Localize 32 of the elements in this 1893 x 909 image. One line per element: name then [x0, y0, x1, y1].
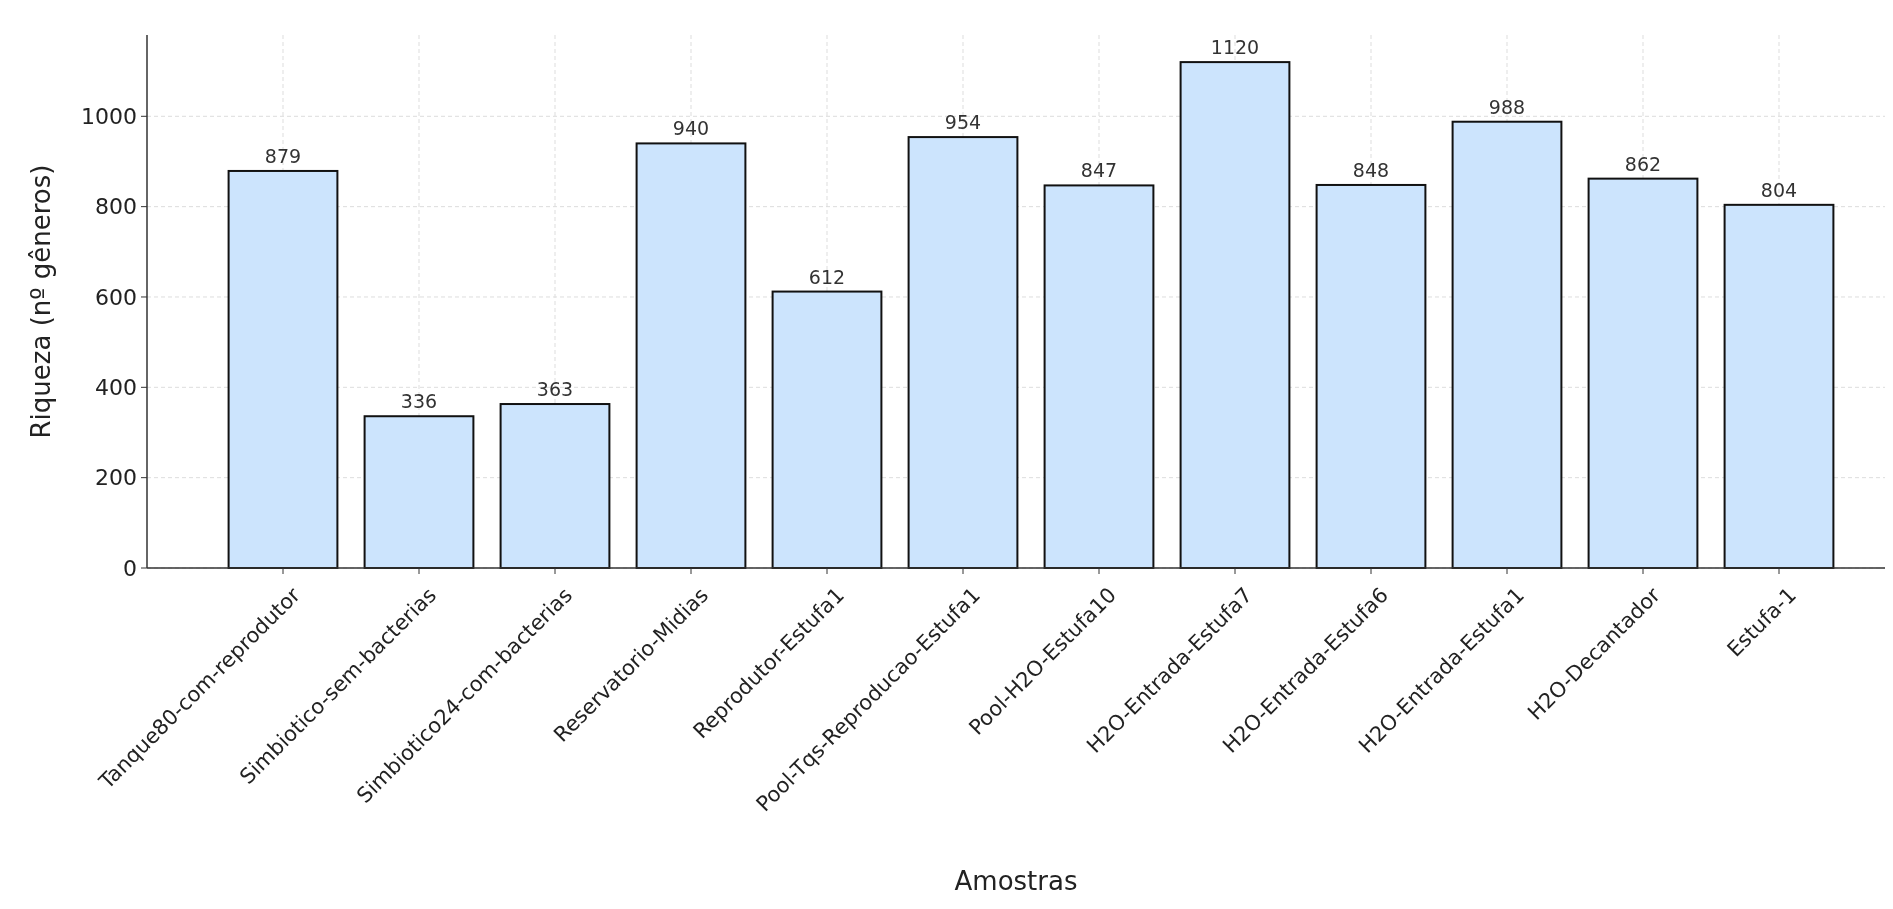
bar — [1315, 183, 1427, 569]
bar — [1587, 177, 1699, 569]
y-tick-label: 400 — [95, 375, 137, 401]
data-label: 336 — [400, 390, 438, 413]
y-tick-label: 200 — [95, 465, 137, 491]
data-label: 879 — [264, 144, 302, 167]
y-tick-label: 600 — [95, 284, 137, 310]
data-label: 954 — [944, 111, 982, 134]
data-label: 847 — [1080, 159, 1118, 182]
data-label: 988 — [1488, 95, 1526, 118]
bar — [1043, 184, 1155, 569]
bar — [635, 142, 747, 569]
bar — [499, 403, 611, 569]
bar — [771, 290, 883, 569]
data-label: 612 — [808, 265, 846, 288]
data-label: 1120 — [1210, 36, 1260, 59]
bar — [1451, 120, 1563, 569]
y-tick-label: 0 — [123, 555, 137, 581]
bar — [1723, 203, 1835, 569]
y-axis-title: Riqueza (nº gêneros) — [26, 164, 56, 439]
bar — [1179, 61, 1291, 569]
bar — [907, 136, 1019, 569]
data-label: 363 — [536, 378, 574, 401]
data-label: 940 — [672, 117, 710, 140]
bar — [363, 415, 475, 569]
data-label: 862 — [1624, 152, 1662, 175]
y-tick-label: 1000 — [81, 104, 137, 130]
y-tick-label: 800 — [95, 194, 137, 220]
data-label: 848 — [1352, 158, 1390, 181]
data-label: 804 — [1760, 178, 1798, 201]
bar — [227, 169, 339, 569]
x-axis-title: Amostras — [954, 866, 1078, 896]
